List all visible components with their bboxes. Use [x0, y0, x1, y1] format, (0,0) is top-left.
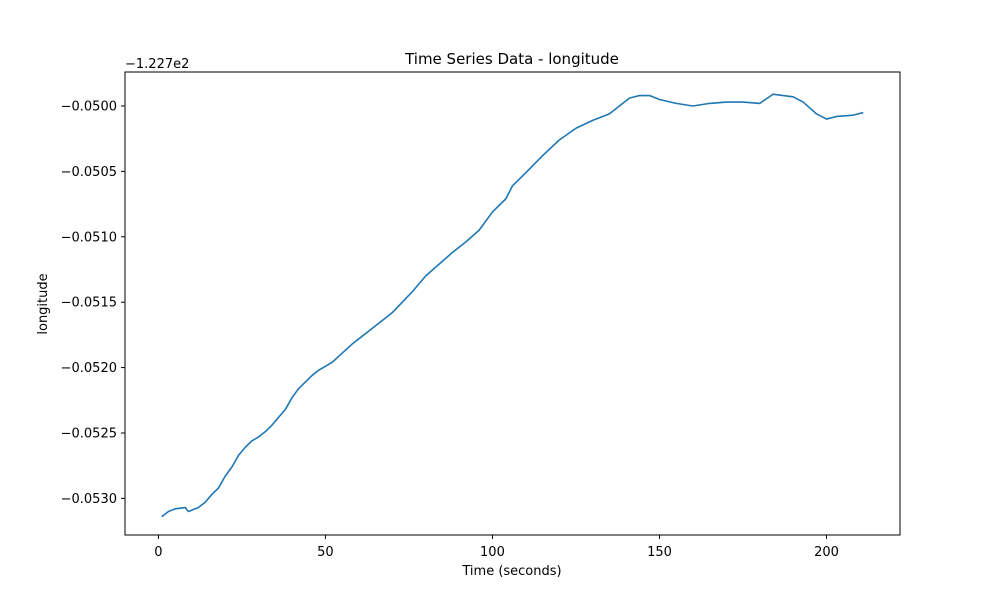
y-tick-label: −0.0525: [61, 426, 117, 441]
y-tick-label: −0.0510: [61, 230, 117, 245]
y-tick-label: −0.0530: [61, 492, 117, 507]
x-tick-label: 150: [647, 545, 672, 560]
y-axis-label: longitude: [36, 273, 51, 334]
y-tick-label: −0.0500: [61, 100, 117, 115]
chart-title: Time Series Data - longitude: [404, 50, 619, 68]
plot-area: [161, 93, 864, 518]
x-axis: 0 50 100 150 200: [154, 535, 839, 560]
x-tick-label: 0: [154, 545, 162, 560]
y-offset-label: −1.227e2: [125, 57, 189, 72]
y-tick-label: −0.0515: [61, 296, 117, 311]
plot-frame: [124, 71, 901, 536]
y-tick-label: −0.0505: [61, 165, 117, 180]
x-tick-label: 100: [480, 545, 505, 560]
series-line-0: [161, 93, 864, 518]
x-tick-label: 50: [317, 545, 334, 560]
y-tick-label: −0.0520: [61, 361, 117, 376]
y-axis: −0.0500 −0.0505 −0.0510 −0.0515 −0.0520 −0.05…: [61, 100, 125, 507]
x-tick-label: 200: [814, 545, 839, 560]
x-axis-label: Time (seconds): [461, 564, 561, 579]
